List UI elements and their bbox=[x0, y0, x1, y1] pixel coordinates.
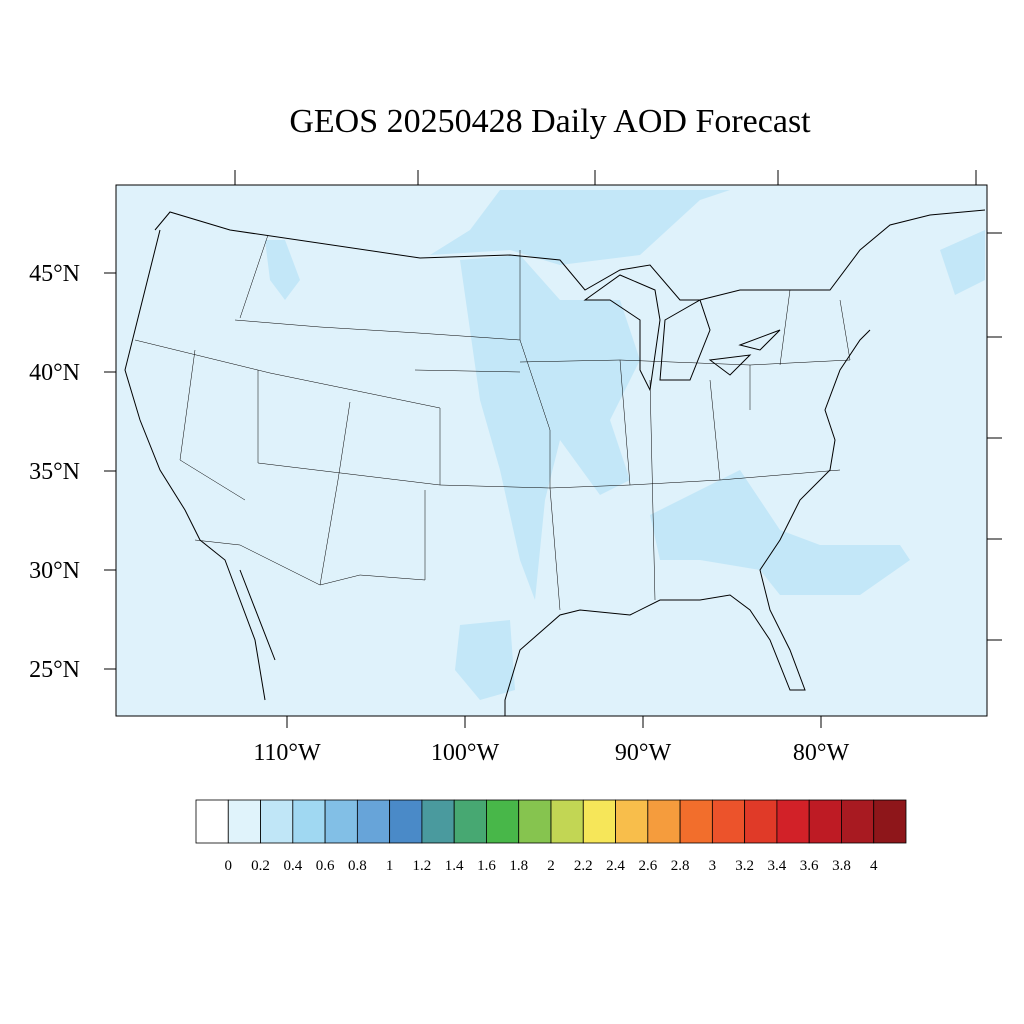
colorbar-label: 1.6 bbox=[477, 858, 496, 874]
colorbar-box bbox=[292, 799, 326, 844]
colorbar-box bbox=[324, 799, 358, 844]
aerosol-plumes bbox=[265, 190, 985, 700]
colorbar: 0 0.2 0.4 0.6 0.8 1 1.2 1.4 1.6 1.8 2 2.2 2.4 2.6 2.8 3… bbox=[195, 799, 907, 874]
frame-ticks bbox=[104, 170, 1002, 728]
colorbar-label: 0.4 bbox=[283, 858, 302, 874]
colorbar-label: 3.8 bbox=[832, 858, 851, 874]
colorbar-label: 0.8 bbox=[348, 858, 367, 874]
colorbar-label: 1.2 bbox=[413, 858, 432, 874]
colorbar-label: 0.2 bbox=[251, 858, 270, 874]
colorbar-label: 3.4 bbox=[768, 858, 787, 874]
colorbar-label: 1.8 bbox=[509, 858, 528, 874]
colorbar-box bbox=[421, 799, 455, 844]
colorbar-box bbox=[744, 799, 778, 844]
colorbar-box bbox=[647, 799, 681, 844]
colorbar-label: 3.2 bbox=[735, 858, 754, 874]
lon-label: 90°W bbox=[615, 740, 672, 766]
colorbar-box bbox=[582, 799, 616, 844]
colorbar-box bbox=[679, 799, 713, 844]
colorbar-box bbox=[873, 799, 907, 844]
colorbar-label: 3.6 bbox=[800, 858, 819, 874]
title: GEOS 20250428 Daily AOD Forecast bbox=[289, 103, 811, 140]
colorbar-box bbox=[615, 799, 649, 844]
colorbar-box bbox=[486, 799, 520, 844]
colorbar-label: 2.2 bbox=[574, 858, 593, 874]
colorbar-label: 1.4 bbox=[445, 858, 464, 874]
state-borders bbox=[134, 234, 851, 611]
lat-label: 45°N bbox=[29, 261, 80, 287]
colorbar-box bbox=[195, 799, 229, 844]
colorbar-label: 2.8 bbox=[671, 858, 690, 874]
lat-label: 25°N bbox=[29, 657, 80, 683]
lon-label: 100°W bbox=[431, 740, 500, 766]
colorbar-box bbox=[711, 799, 746, 844]
colorbar-box bbox=[550, 799, 584, 844]
colorbar-box bbox=[389, 799, 423, 844]
colorbar-box bbox=[453, 799, 487, 844]
map-frame bbox=[115, 184, 988, 717]
colorbar-label: 4 bbox=[870, 858, 878, 874]
colorbar-box bbox=[841, 799, 875, 844]
lat-label: 30°N bbox=[29, 558, 80, 584]
colorbar-label: 2 bbox=[547, 858, 555, 874]
colorbar-box bbox=[518, 799, 552, 844]
lat-label: 35°N bbox=[29, 459, 80, 485]
colorbar-box bbox=[776, 799, 810, 844]
colorbar-box bbox=[260, 799, 294, 844]
colorbar-label: 1 bbox=[386, 858, 394, 874]
lat-label: 40°N bbox=[29, 360, 80, 386]
colorbar-label: 2.4 bbox=[606, 858, 625, 874]
lon-label: 110°W bbox=[253, 740, 321, 766]
colorbar-box bbox=[227, 799, 261, 844]
colorbar-box bbox=[808, 799, 842, 844]
colorbar-label: 0.6 bbox=[316, 858, 335, 874]
colorbar-box bbox=[356, 799, 391, 844]
colorbar-label: 3 bbox=[709, 858, 717, 874]
colorbar-label: 0 bbox=[225, 858, 233, 874]
colorbar-label: 2.6 bbox=[638, 858, 657, 874]
axis-labels: 45°N 40°N 35°N 30°N 25°N 110°W 100°W 90°W 80°W bbox=[29, 261, 849, 766]
lon-label: 80°W bbox=[793, 740, 850, 766]
map bbox=[104, 170, 1002, 728]
